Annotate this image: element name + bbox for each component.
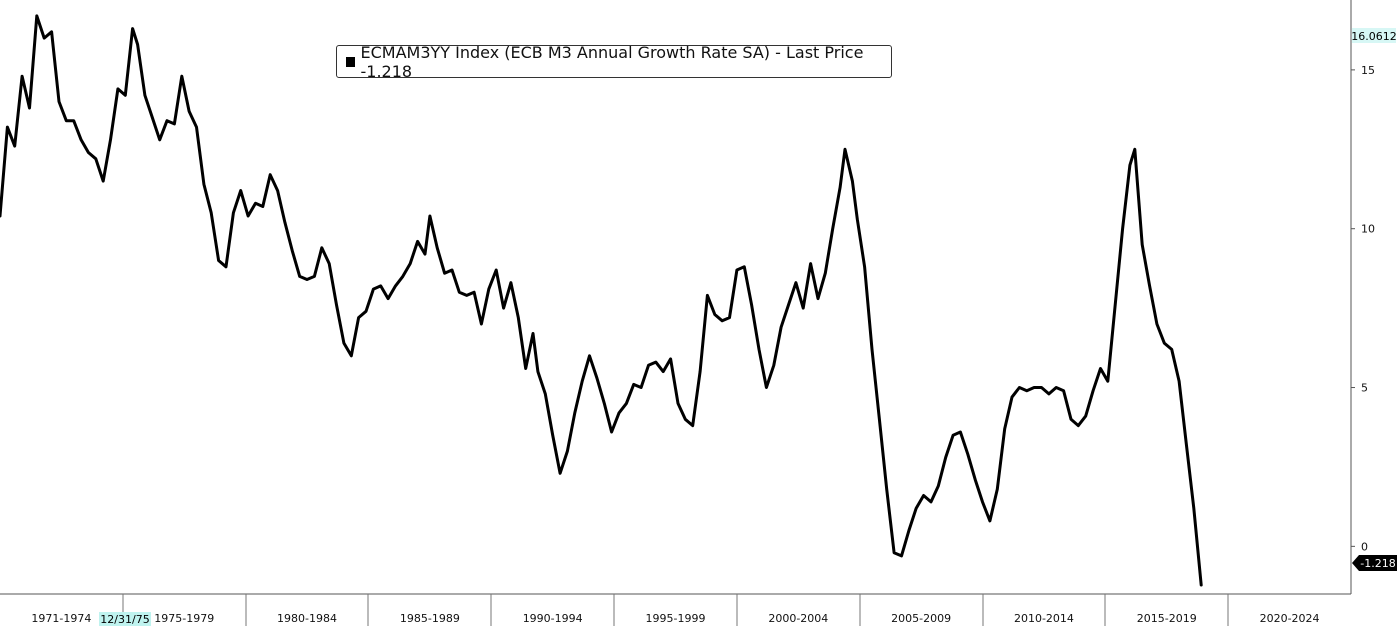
x-tick-label: 2000-2004 <box>768 612 828 625</box>
date-marker-badge: 12/31/75 <box>99 612 151 626</box>
plot-area <box>0 14 1203 587</box>
y-tick-label: 5 <box>1361 382 1368 395</box>
y-tick-label: 0 <box>1361 540 1368 553</box>
y-axis-ticks: 0 5 10 15 <box>1351 64 1375 553</box>
series-line <box>0 14 1203 587</box>
y-tick-label: 15 <box>1361 64 1375 77</box>
x-tick-label: 1990-1994 <box>523 612 583 625</box>
x-tick-label: 1995-1999 <box>646 612 706 625</box>
legend-swatch <box>346 56 356 67</box>
x-axis-ticks: 1971-1974 1975-1979 1980-1984 1985-1989 1990… <box>31 594 1320 626</box>
x-tick-label: 1971-1974 <box>31 612 91 625</box>
date-marker-label: 12/31/75 <box>100 613 149 626</box>
x-tick-label: 2010-2014 <box>1014 612 1074 625</box>
x-tick-label: 1975-1979 <box>154 612 214 625</box>
last-value-label: -1.218 <box>1360 557 1395 570</box>
x-tick-label: 2015-2019 <box>1137 612 1197 625</box>
x-tick-label: 1985-1989 <box>400 612 460 625</box>
x-tick-label: 1980-1984 <box>277 612 337 625</box>
legend: ECMAM3YY Index (ECB M3 Annual Growth Rat… <box>336 42 892 81</box>
top-value-badge: 16.0612 <box>1351 28 1397 43</box>
x-tick-label: 2020-2024 <box>1260 612 1320 625</box>
y-tick-label: 10 <box>1361 223 1375 236</box>
x-tick-label: 2005-2009 <box>891 612 951 625</box>
last-value-badge: -1.218 <box>1352 555 1397 571</box>
top-value-label: 16.0612 <box>1351 30 1397 43</box>
legend-label: ECMAM3YY Index (ECB M3 Annual Growth Rat… <box>360 42 864 81</box>
